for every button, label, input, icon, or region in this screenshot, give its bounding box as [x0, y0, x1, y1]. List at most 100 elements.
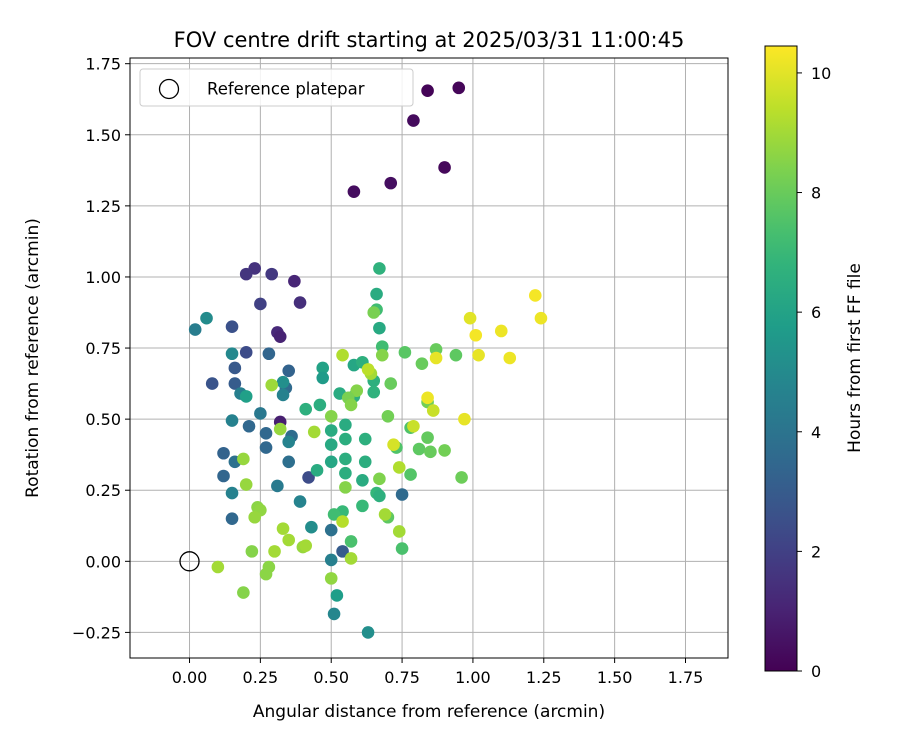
- scatter-point: [293, 296, 307, 309]
- scatter-point: [395, 488, 409, 501]
- scatter-point: [503, 351, 517, 365]
- scatter-point: [421, 84, 434, 98]
- scatter-point: [239, 478, 253, 491]
- colorbar-tick-label: 4: [811, 423, 821, 442]
- scatter-point: [392, 461, 406, 474]
- scatter-point: [324, 409, 338, 423]
- scatter-point: [421, 431, 434, 444]
- reference-point: [179, 551, 200, 572]
- scatter-point: [316, 371, 330, 385]
- scatter-point: [259, 567, 273, 581]
- scatter-point: [305, 520, 318, 534]
- scatter-point: [392, 525, 406, 538]
- colorbar-tick-label: 8: [811, 184, 821, 203]
- scatter-point: [259, 427, 273, 440]
- scatter-point: [438, 161, 451, 174]
- scatter-point: [458, 412, 471, 426]
- reference-marker: [179, 551, 200, 572]
- scatter-point: [211, 560, 225, 574]
- scatter-point: [225, 414, 239, 427]
- scatter-point: [276, 388, 290, 402]
- scatter-point: [404, 468, 417, 481]
- scatter-point: [358, 455, 372, 469]
- scatter-point: [248, 510, 262, 524]
- scatter-point: [276, 375, 290, 389]
- scatter-point: [358, 432, 372, 446]
- scatter-point: [339, 452, 352, 466]
- scatter-point: [327, 607, 341, 621]
- scatter-point: [254, 407, 267, 420]
- scatter-point: [327, 508, 341, 521]
- scatter-point: [367, 385, 381, 399]
- scatter-point: [239, 346, 253, 359]
- scatter-point: [271, 479, 284, 493]
- scatter-point: [324, 553, 338, 567]
- scatter-point: [463, 311, 477, 325]
- scatter-point: [398, 346, 412, 359]
- scatter-point: [347, 185, 361, 198]
- y-tick-label: 0.50: [85, 410, 121, 429]
- scatter-point: [370, 287, 383, 301]
- scatter-point: [324, 572, 338, 585]
- scatter-point: [282, 533, 296, 547]
- scatter-point: [336, 348, 349, 362]
- colorbar-tick-label: 6: [811, 303, 821, 322]
- scatter-point: [472, 348, 485, 362]
- scatter-point: [273, 330, 287, 343]
- scatter-point: [339, 481, 352, 494]
- scatter-point: [239, 390, 253, 403]
- scatter-point: [265, 378, 279, 392]
- scatter-point: [373, 321, 386, 335]
- scatter-point: [452, 81, 466, 95]
- scatter-point: [237, 586, 250, 599]
- scatter-point: [424, 445, 437, 459]
- x-tick-label: 0.75: [384, 668, 420, 687]
- scatter-point: [324, 455, 338, 469]
- y-tick-label: 1.75: [85, 55, 121, 74]
- scatter-points: [188, 81, 548, 639]
- scatter-point: [494, 324, 508, 338]
- scatter-point: [449, 348, 463, 362]
- scatter-point: [429, 351, 443, 365]
- scatter-point: [373, 472, 386, 486]
- scatter-point: [265, 267, 279, 281]
- scatter-point: [293, 495, 307, 508]
- scatter-point: [395, 542, 409, 555]
- scatter-point: [387, 438, 400, 452]
- x-tick-label: 1.25: [526, 668, 562, 687]
- y-tick-label: −0.25: [72, 623, 121, 642]
- scatter-point: [225, 486, 239, 500]
- scatter-point: [455, 471, 468, 484]
- colorbar-tick-label: 0: [811, 662, 821, 681]
- legend-box: [139, 68, 414, 107]
- scatter-point: [344, 552, 358, 565]
- scatter-point: [228, 361, 242, 375]
- y-axis-label: Rotation from reference (arcmin): [23, 218, 43, 498]
- scatter-point: [528, 289, 542, 302]
- colorbar-tick-label: 10: [811, 64, 831, 83]
- scatter-point: [438, 444, 451, 457]
- y-tick-label: 0.75: [85, 339, 121, 358]
- scatter-point: [421, 391, 434, 405]
- scatter-point: [407, 419, 420, 433]
- x-axis-label: Angular distance from reference (arcmin): [253, 702, 605, 722]
- scatter-point: [288, 274, 301, 288]
- scatter-point: [200, 311, 213, 325]
- x-tick-label: 1.50: [597, 668, 633, 687]
- scatter-point: [239, 267, 253, 281]
- scatter-point: [384, 377, 398, 390]
- scatter-point: [324, 523, 338, 537]
- scatter-point: [356, 499, 369, 513]
- y-axis-ticks: −0.25 0.00 0.25 0.50 0.75 1.00 1.25 1.50 1.75: [72, 55, 130, 642]
- colorbar-label: Hours from first FF file: [845, 263, 865, 453]
- scatter-point: [225, 512, 239, 525]
- scatter-point: [534, 311, 548, 325]
- scatter-point: [324, 438, 338, 452]
- x-tick-label: 0.50: [313, 668, 349, 687]
- scatter-point: [299, 402, 313, 416]
- y-tick-label: 1.50: [85, 126, 121, 145]
- scatter-point: [412, 442, 426, 456]
- scatter-point: [339, 466, 352, 480]
- scatter-point: [361, 363, 375, 376]
